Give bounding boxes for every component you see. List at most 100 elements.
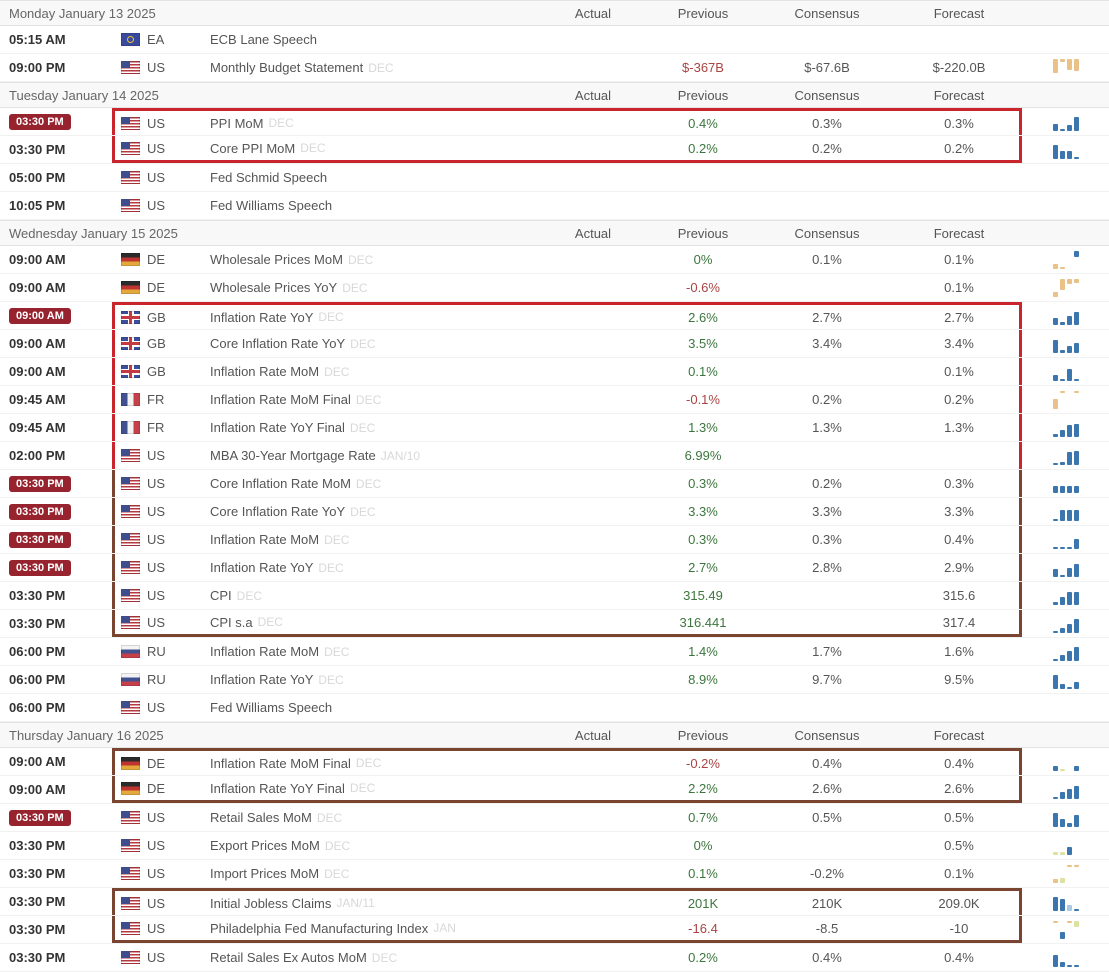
country-code: RU [147, 672, 166, 687]
event-link[interactable]: Fed Schmid Speech [210, 170, 328, 185]
event-link[interactable]: Core Inflation Rate YoY [210, 504, 346, 519]
country-code: DE [147, 280, 166, 295]
sparkline-chart[interactable] [1022, 776, 1109, 803]
event-link[interactable]: Inflation Rate YoY Final [210, 420, 345, 435]
sparkline-chart[interactable] [1022, 638, 1109, 665]
column-headers: Actual Previous Consensus Forecast [112, 6, 1022, 21]
sparkline-chart[interactable] [1022, 554, 1109, 581]
sparkline-chart[interactable] [1022, 888, 1109, 915]
event-link[interactable]: Fed Williams Speech [210, 700, 333, 715]
highlight-box-span: US Inflation Rate YoY DEC 2.7% 2.8% 2.9% [112, 554, 1022, 581]
event-link[interactable]: Inflation Rate MoM Final [210, 755, 351, 771]
previous-value: 0% [693, 838, 713, 853]
highlight-box-span: US Core Inflation Rate YoY DEC 3.3% 3.3%… [112, 498, 1022, 525]
event-cell: Core PPI MoM DEC [210, 136, 535, 160]
sparkline-chart[interactable] [1022, 54, 1109, 81]
event-reference-period: DEC [350, 336, 376, 351]
event-link[interactable]: ECB Lane Speech [210, 32, 317, 47]
previous-value: 2.7% [688, 560, 718, 575]
event-link[interactable]: Retail Sales MoM [210, 810, 312, 825]
event-cell: Retail Sales Ex Autos MoM DEC [210, 944, 535, 971]
country-code: RU [147, 644, 166, 659]
highlight-box-span: US Philadelphia Fed Manufacturing Index … [112, 916, 1022, 943]
actual-value [535, 164, 651, 191]
sparkline-chart[interactable] [1022, 944, 1109, 971]
forecast-value: 0.1% [944, 252, 974, 267]
event-link[interactable]: Wholesale Prices MoM [210, 252, 343, 267]
sparkline-chart[interactable] [1022, 192, 1109, 219]
event-link[interactable]: Inflation Rate YoY [210, 309, 314, 325]
event-link[interactable]: Inflation Rate YoY [210, 560, 314, 575]
sparkline-chart[interactable] [1022, 804, 1109, 831]
event-link[interactable]: Initial Jobless Claims [210, 895, 332, 911]
sparkline-chart[interactable] [1022, 916, 1109, 943]
previous-value: 315.49 [683, 588, 723, 603]
consensus-value: 0.3% [812, 115, 842, 131]
event-link[interactable]: Export Prices MoM [210, 838, 320, 853]
sparkline-chart[interactable] [1022, 470, 1109, 497]
sparkline-chart[interactable] [1022, 302, 1109, 329]
event-link[interactable]: Inflation Rate MoM Final [210, 392, 351, 407]
event-link[interactable]: Wholesale Prices YoY [210, 280, 338, 295]
consensus-value [755, 694, 899, 721]
sparkline-chart[interactable] [1022, 860, 1109, 887]
event-link[interactable]: Inflation Rate MoM [210, 644, 320, 659]
sparkline-chart[interactable] [1022, 246, 1109, 273]
column-header-actual: Actual [574, 727, 612, 743]
event-link[interactable]: Inflation Rate YoY [210, 672, 314, 687]
event-time: 09:45 AM [0, 414, 112, 441]
time-label: 09:45 AM [9, 392, 66, 407]
event-link[interactable]: Core Inflation Rate MoM [210, 476, 351, 491]
sparkline-chart[interactable] [1022, 610, 1109, 637]
event-cell: Import Prices MoM DEC [210, 860, 535, 887]
event-link[interactable]: Core PPI MoM [210, 140, 296, 156]
sparkline-chart[interactable] [1022, 666, 1109, 693]
sparkline-chart[interactable] [1022, 274, 1109, 301]
sparkline-chart[interactable] [1022, 442, 1109, 469]
sparkline-chart[interactable] [1022, 136, 1109, 163]
event-link[interactable]: PPI MoM [210, 115, 264, 131]
consensus-value: 0.4% [812, 755, 842, 771]
sparkline-chart[interactable] [1022, 694, 1109, 721]
event-link[interactable]: Fed Williams Speech [210, 198, 333, 213]
event-link[interactable]: MBA 30-Year Mortgage Rate [210, 448, 376, 463]
event-link[interactable]: Inflation Rate MoM [210, 364, 320, 379]
sparkline-chart[interactable] [1022, 330, 1109, 357]
event-link[interactable]: Monthly Budget Statement [210, 60, 364, 75]
sparkline-chart[interactable] [1022, 526, 1109, 553]
country-cell: DE [115, 776, 210, 800]
event-time: 06:00 PM [0, 694, 112, 721]
sparkline-chart[interactable] [1022, 832, 1109, 859]
sparkline-chart[interactable] [1022, 26, 1109, 53]
event-link[interactable]: CPI [210, 588, 232, 603]
sparkline-chart[interactable] [1022, 164, 1109, 191]
sparkline-chart[interactable] [1022, 414, 1109, 441]
sparkline-chart[interactable] [1022, 582, 1109, 609]
sparkline-chart[interactable] [1022, 108, 1109, 135]
event-link[interactable]: Retail Sales Ex Autos MoM [210, 950, 367, 965]
actual-value [535, 305, 651, 329]
event-link[interactable]: Philadelphia Fed Manufacturing Index [210, 920, 429, 936]
event-link[interactable]: Import Prices MoM [210, 866, 320, 881]
sparkline-chart[interactable] [1022, 498, 1109, 525]
previous-value: 3.5% [688, 336, 718, 351]
country-cell: US [115, 694, 210, 721]
sparkline-chart[interactable] [1022, 386, 1109, 413]
event-row: 09:00 AM DE Inflation Rate YoY Final DEC… [0, 776, 1109, 804]
event-time: 06:00 PM [0, 666, 112, 693]
event-row: 03:30 PM US Core Inflation Rate YoY DEC … [0, 498, 1109, 526]
time-label: 03:30 PM [9, 809, 71, 826]
column-header-consensus: Consensus [794, 5, 860, 21]
event-link[interactable]: Core Inflation Rate YoY [210, 336, 346, 351]
sparkline-chart[interactable] [1022, 358, 1109, 385]
forecast-value: 2.7% [944, 309, 974, 325]
sparkline-chart[interactable] [1022, 748, 1109, 775]
event-link[interactable]: Inflation Rate MoM [210, 532, 320, 547]
actual-value [535, 666, 651, 693]
event-time: 09:00 AM [0, 776, 112, 803]
event-link[interactable]: Inflation Rate YoY Final [210, 780, 345, 796]
forecast-value [899, 164, 1019, 191]
event-link[interactable]: CPI s.a [210, 614, 253, 630]
column-header-actual: Actual [574, 225, 612, 241]
time-label: 03:30 PM [9, 616, 66, 631]
